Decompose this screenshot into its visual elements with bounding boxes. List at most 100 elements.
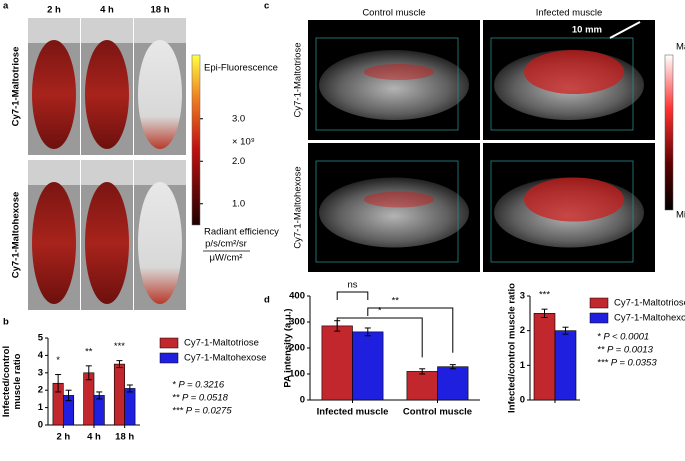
panel-label: d [264,295,270,306]
legend-swatch [159,352,179,364]
image-top [81,160,133,185]
bar [437,366,469,401]
mouse-image [32,182,76,304]
colorbar-tick-label: 3.0 [232,113,245,124]
pa-signal [524,50,624,94]
y-tick-label: 2 [520,325,525,336]
y-tick-label: 2 [38,385,43,396]
column-header: 2 h [47,5,61,16]
row-label: Cy7-1-Maltotriose [11,47,22,127]
y-axis-label: muscle ratio [12,353,23,409]
y-tick-label: 1 [520,360,526,371]
mouse-image [85,40,129,149]
colorbar-unit-numerator: p/s/cm²/sr [205,239,247,250]
y-tick-label: 5 [38,333,44,344]
mouse-image [138,40,182,149]
error-bar [364,327,371,337]
y-tick-label: 0 [520,395,525,406]
significance-bracket [336,291,369,300]
column-header: 18 h [150,5,169,16]
y-tick-label: 100 [289,369,305,380]
x-tick-label: 18 h [115,432,134,443]
significance-label: * [378,306,382,317]
error-bar [116,360,123,369]
mouse-image [85,182,129,304]
y-tick-label: 0 [300,395,305,406]
bar [554,330,577,401]
pa-tissue [319,50,469,120]
row-label: Cy7-1-Maltohexose [293,166,304,248]
colorbar-multiplier: × 10⁹ [232,137,255,148]
legend-swatch [589,312,609,324]
significance-label: ns [347,280,357,291]
image-top [134,160,186,185]
x-tick-label: 2 h [56,432,70,443]
pa-box [490,37,634,131]
y-tick-label: 4 [38,350,44,361]
colorbar-unit-denominator: μW/cm² [210,253,243,264]
legend-label: Cy7-1-Maltohexose [184,353,266,364]
error-bar [65,389,72,402]
legend-label: Cy7-1-Maltotriose [614,298,685,309]
bar [113,363,125,426]
significance-bracket [367,307,454,353]
pa-tissue [319,177,469,248]
y-tick-label: 300 [289,317,305,328]
image-top [28,160,80,185]
significance-label: ** [392,296,400,307]
bar [93,395,105,426]
error-bar [85,365,92,381]
x-tick-label: 4 h [87,432,101,443]
p-value-note: ** P = 0.0518 [172,393,229,404]
bar [533,313,556,401]
y-tick-label: 400 [289,291,305,302]
legend-swatch [589,297,609,309]
panel-label: c [264,1,269,12]
scale-bar-label: 10 mm [572,25,602,36]
y-axis-label: PA intensity (a.u.) [283,308,294,387]
panel-label: b [3,317,9,328]
colorbar [191,54,201,226]
significance-label: * [56,355,60,366]
row-label: Cy7-1-Maltohexose [11,192,22,279]
colorbar [664,54,674,211]
image-top [28,18,80,43]
colorbar-tick-label: 2.0 [232,156,245,167]
significance-label: *** [539,290,550,301]
y-axis-label: Infected/control muscle ratio [507,283,518,413]
column-header: Infected muscle [536,8,603,19]
column-header: 4 h [100,5,114,16]
bar [352,331,384,401]
p-value-note: ** P = 0.0013 [597,345,654,356]
y-tick-label: 3 [520,291,525,302]
image-top [81,18,133,43]
scale-bar [609,21,641,39]
y-tick-label: 1 [38,402,44,413]
significance-bracket [336,317,423,358]
error-bar [419,368,426,375]
x-tick-label: Infected muscle [317,407,389,418]
error-bar [126,384,133,393]
row-label: Cy7-1-Maltotriose [293,43,304,118]
p-value-note: *** P = 0.0353 [597,358,657,369]
pa-box [315,160,459,263]
column-header: Control muscle [362,8,425,19]
legend-swatch [159,337,179,349]
error-bar [562,326,569,335]
x-tick-label: Control muscle [403,407,472,418]
pa-signal [364,191,434,208]
legend-label: Cy7-1-Maltohexose [614,313,685,324]
bar [124,388,136,426]
colorbar-min: Min [676,210,685,221]
significance-label: ** [85,346,93,357]
mouse-image [32,40,76,149]
y-tick-label: 0 [38,420,43,431]
error-bar [449,364,456,370]
pa-box [490,160,634,263]
p-value-note: * P < 0.0001 [597,332,649,343]
colorbar-unit-title: Radiant efficiency [204,227,279,238]
colorbar-title: Epi-Fluorescence [204,63,278,74]
error-bar [55,374,62,393]
bar [321,325,353,401]
